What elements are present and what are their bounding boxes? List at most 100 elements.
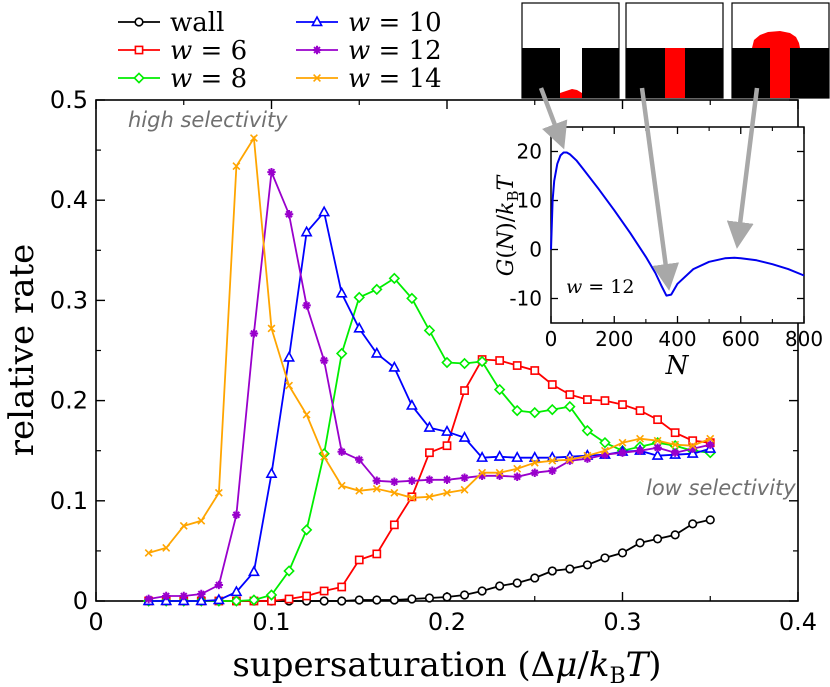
data-point-w-12: [477, 471, 487, 480]
data-point-w-8: [353, 291, 365, 304]
legend-item-w-14: w = 14: [296, 64, 442, 94]
data-point-wall: [547, 566, 557, 576]
legend-item-wall: wall: [118, 8, 224, 38]
data-point-w-12: [442, 475, 452, 484]
data-point-w-12: [548, 466, 557, 475]
data-point-wall: [354, 595, 364, 605]
data-point-wall: [477, 586, 487, 596]
series-w-14: [144, 134, 715, 557]
data-point-wall: [407, 594, 417, 604]
x-tick-label: 0: [88, 608, 103, 636]
data-point-w-10: [388, 360, 401, 372]
data-point-w-6: [618, 400, 627, 410]
legend-marker-wall: [134, 17, 144, 27]
data-point-w-14: [214, 488, 223, 497]
y-tick-label: 0.2: [50, 387, 88, 415]
data-point-wall: [389, 595, 399, 605]
x-tick-label: 0.4: [779, 608, 817, 636]
data-point-w-14: [425, 492, 434, 501]
arrow-3: [726, 87, 760, 249]
data-point-w-6: [337, 582, 347, 592]
data-point-w-12: [706, 440, 715, 449]
data-point-w-6: [389, 520, 399, 530]
data-point-w-6: [547, 380, 557, 389]
data-point-w-14: [530, 458, 539, 467]
data-point-w-12: [302, 301, 311, 310]
data-point-w-10: [476, 451, 489, 462]
data-point-w-8: [300, 524, 313, 536]
y-tick-label: 0: [73, 587, 88, 615]
data-point-wall: [319, 596, 329, 606]
data-point-w-10: [247, 565, 260, 577]
data-point-w-12: [284, 210, 294, 219]
data-point-wall: [582, 560, 593, 570]
data-point-w-8: [599, 436, 611, 449]
data-point-w-12: [267, 167, 276, 177]
inset-x-tick-label: 600: [722, 327, 760, 351]
data-point-w-6: [302, 591, 311, 601]
legend-marker-w-10: [311, 15, 323, 27]
data-point-w-12: [162, 591, 171, 601]
data-point-w-6: [372, 549, 382, 559]
snapshot-1: [521, 2, 620, 99]
series-wall: [144, 515, 715, 606]
data-point-wall: [512, 578, 522, 588]
data-point-wall: [565, 564, 575, 574]
data-point-w-8: [441, 356, 453, 369]
main-plot: 0 0.1 0.2 0.3 0.4 0 0.1 0.2 0.3 0.4 0.5 relative r…: [2, 86, 817, 687]
data-point-w-6: [670, 428, 680, 438]
series-w-8: [142, 272, 716, 607]
legend-label-wall: wall: [170, 8, 224, 38]
data-point-w-14: [706, 434, 715, 443]
data-point-wall: [459, 590, 470, 600]
data-point-w-12: [618, 448, 627, 457]
data-point-w-12: [232, 510, 241, 520]
main-ticks: 0 0.1 0.2 0.3 0.4 0 0.1 0.2 0.3 0.4 0.5: [50, 86, 817, 636]
data-point-w-6: [653, 415, 662, 425]
data-point-w-14: [337, 481, 346, 490]
arrow-1: [538, 87, 568, 150]
legend-marker-w-14: [313, 74, 321, 82]
data-point-w-8: [493, 383, 506, 396]
data-point-w-14: [583, 451, 592, 460]
data-point-w-14: [267, 324, 276, 333]
data-point-wall: [670, 530, 680, 540]
data-point-w-6: [284, 594, 294, 604]
snapshot-3: [731, 2, 830, 99]
data-point-w-14: [495, 468, 504, 477]
inset-y-tick-label: -10: [509, 287, 542, 311]
y-tick-label: 0.4: [50, 186, 88, 214]
data-point-w-12: [249, 329, 259, 338]
data-point-w-10: [686, 447, 699, 458]
data-point-w-10: [423, 420, 436, 432]
data-point-w-14: [197, 516, 206, 525]
legend-label-w-10: w = 10: [348, 8, 442, 38]
data-point-w-10: [177, 594, 190, 606]
data-point-w-6: [495, 356, 505, 365]
data-point-wall: [424, 593, 435, 603]
inset-y-axis-label: G(N)/kBT: [494, 173, 522, 276]
data-point-w-14: [653, 436, 662, 445]
y-tick-label: 0.3: [50, 286, 88, 314]
inset-series: [550, 151, 805, 297]
snapshots: [521, 2, 830, 99]
data-point-w-12: [372, 476, 381, 485]
x-tick-label: 0.1: [252, 608, 290, 636]
data-point-w-14: [232, 162, 241, 171]
legend-marker-w-8: [133, 72, 145, 84]
data-point-w-12: [355, 455, 364, 464]
data-point-wall: [495, 581, 505, 591]
data-point-w-12: [179, 591, 188, 601]
data-point-w-6: [425, 448, 434, 458]
main-series: [142, 134, 717, 607]
data-point-w-8: [423, 324, 436, 337]
data-point-w-14: [372, 484, 381, 493]
data-point-w-6: [635, 406, 645, 416]
data-point-w-14: [618, 438, 627, 447]
data-point-w-14: [478, 468, 487, 477]
data-point-w-12: [600, 450, 610, 459]
data-point-w-14: [249, 134, 258, 143]
data-point-w-8: [265, 589, 278, 601]
